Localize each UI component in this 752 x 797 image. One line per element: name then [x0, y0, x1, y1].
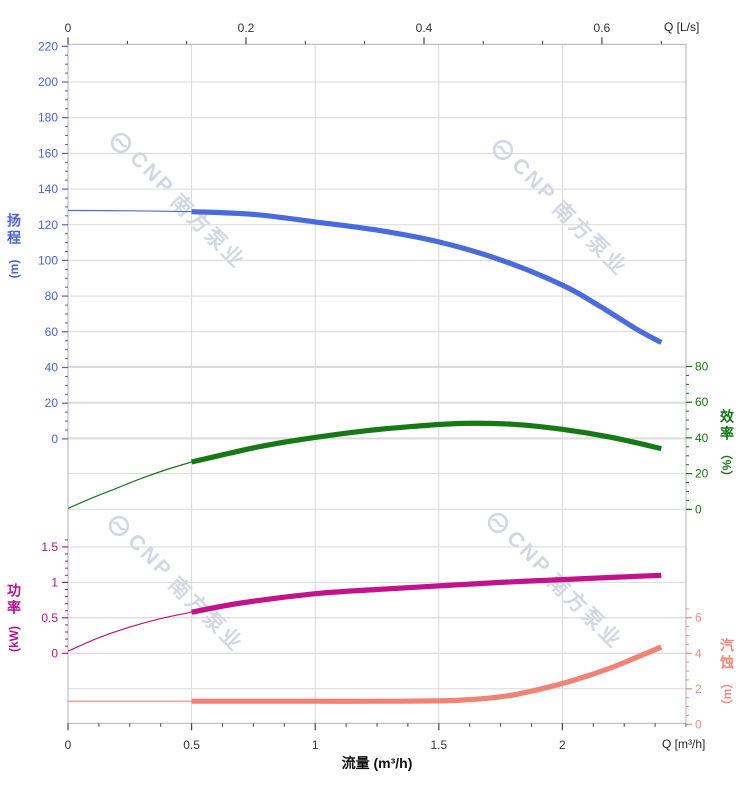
- tick-label-head: 200: [38, 75, 58, 89]
- efficiency-axis-unit: （%）: [720, 447, 734, 483]
- top-flow-unit-label: Q [L/s]: [664, 20, 700, 34]
- npsh-curve: [191, 644, 663, 704]
- head-axis-unit: (m): [7, 259, 21, 279]
- npsh-axis-title-text: 汽蚀: [719, 638, 735, 672]
- tick-label-head: 20: [45, 396, 59, 410]
- efficiency-curve-thin: [67, 461, 192, 509]
- tick-label-bottom: 1.5: [430, 738, 447, 752]
- tick-label-power: 0: [51, 646, 58, 660]
- efficiency-curve: [191, 420, 662, 465]
- head-curve-thin: [67, 209, 192, 213]
- tick-label-efficiency: 80: [695, 360, 709, 374]
- tick-label-bottom: 0.5: [183, 738, 200, 752]
- tick-label-efficiency: 0: [695, 502, 702, 516]
- tick-label-npsh: 0: [695, 717, 702, 731]
- flow-axis-title: 流量 (m³/h): [341, 755, 413, 771]
- tick-label-head: 60: [45, 325, 59, 339]
- tick-label-head: 180: [38, 111, 58, 125]
- tick-label-efficiency: 20: [695, 467, 709, 481]
- power-axis-unit: (kW): [7, 626, 21, 652]
- tick-label-head: 100: [38, 253, 58, 267]
- tick-label-head: 140: [38, 182, 58, 196]
- tick-label-head: 120: [38, 218, 58, 232]
- tick-label-bottom: 1: [312, 738, 319, 752]
- npsh-axis-unit: （m）: [720, 676, 734, 712]
- npsh-axis-title: 汽蚀 （m）: [719, 638, 735, 712]
- tick-label-power: 1: [51, 575, 58, 589]
- head-axis-title: 扬程 (m): [6, 213, 22, 287]
- efficiency-axis-title-text: 效率: [719, 409, 735, 443]
- efficiency-axis-title: 效率 （%）: [719, 409, 735, 483]
- tick-label-head: 160: [38, 146, 58, 160]
- tick-label-efficiency: 40: [695, 431, 709, 445]
- tick-label-head: 40: [45, 361, 59, 375]
- tick-label-head: 0: [51, 432, 58, 446]
- head-curve: [191, 209, 663, 345]
- tick-label-head: 220: [38, 39, 58, 53]
- tick-label-npsh: 4: [695, 646, 702, 660]
- power-axis-title: 功率 (kW): [6, 583, 22, 657]
- tick-label-npsh: 6: [695, 611, 702, 625]
- power-curve-thin: [67, 611, 192, 652]
- tick-label-npsh: 2: [695, 682, 702, 696]
- plot-border: [67, 43, 687, 724]
- tick-label-power: 1.5: [41, 540, 58, 554]
- tick-label-top: 0.6: [594, 21, 611, 35]
- tick-label-power: 0.5: [41, 611, 58, 625]
- tick-label-bottom: 2: [559, 738, 566, 752]
- tick-label-head: 80: [45, 289, 59, 303]
- bottom-flow-unit-label: Q [m³/h]: [662, 737, 706, 751]
- tick-label-efficiency: 60: [695, 395, 709, 409]
- head-axis-title-text: 扬程: [6, 213, 22, 247]
- tick-label-top: 0: [65, 21, 72, 35]
- tick-label-top: 0.2: [238, 21, 255, 35]
- tick-label-bottom: 0: [65, 738, 72, 752]
- power-axis-title-text: 功率: [6, 583, 22, 617]
- power-curve: [191, 572, 662, 615]
- tick-label-top: 0.4: [416, 21, 433, 35]
